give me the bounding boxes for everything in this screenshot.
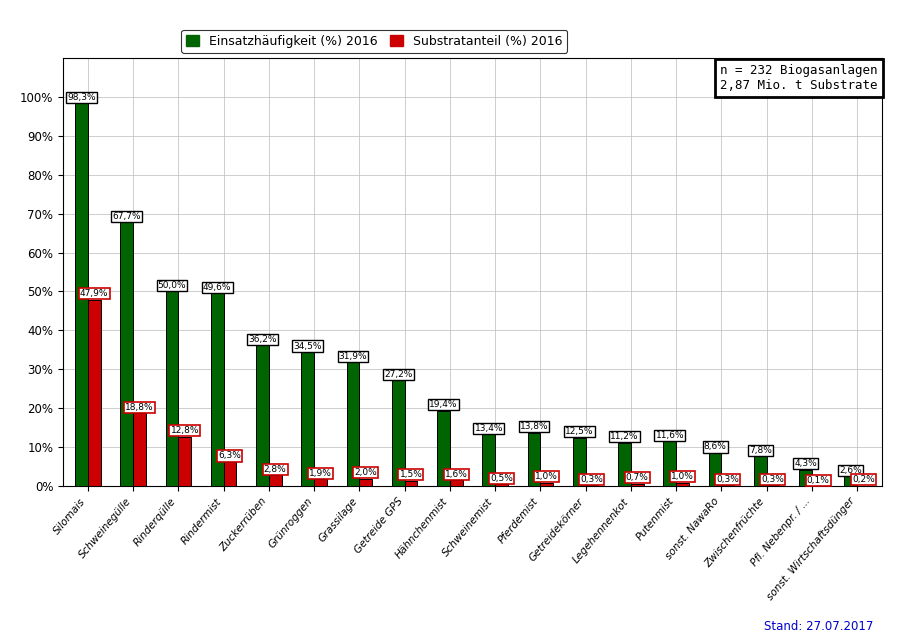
Bar [76, 103, 88, 486]
Text: 18,8%: 18,8% [125, 403, 154, 412]
Text: 67,7%: 67,7% [112, 212, 141, 221]
Bar [450, 480, 463, 486]
Text: 1,6%: 1,6% [445, 470, 468, 479]
Text: 2,8%: 2,8% [264, 465, 286, 474]
Text: 6,3%: 6,3% [219, 451, 241, 460]
Text: 11,2%: 11,2% [610, 433, 639, 442]
Bar [88, 300, 101, 486]
Bar [405, 481, 418, 486]
Bar [708, 453, 722, 486]
Bar [223, 462, 237, 486]
Bar [527, 433, 540, 486]
Bar [586, 485, 598, 486]
Text: 19,4%: 19,4% [429, 401, 458, 410]
Bar [437, 411, 450, 486]
Text: 27,2%: 27,2% [384, 370, 412, 379]
Bar [618, 443, 631, 486]
Text: 49,6%: 49,6% [203, 283, 231, 292]
Text: 31,9%: 31,9% [338, 351, 367, 361]
Bar [722, 485, 734, 486]
Text: 34,5%: 34,5% [293, 342, 322, 351]
Text: Stand: 27.07.2017: Stand: 27.07.2017 [763, 620, 873, 634]
Text: 0,5%: 0,5% [490, 474, 513, 483]
Text: 2,0%: 2,0% [355, 468, 377, 477]
Legend: Einsatzhäufigkeit (%) 2016, Substratanteil (%) 2016: Einsatzhäufigkeit (%) 2016, Substratante… [182, 29, 567, 52]
Bar [346, 362, 359, 486]
Bar [676, 483, 688, 486]
Text: 36,2%: 36,2% [248, 335, 277, 344]
Bar [166, 291, 178, 486]
Bar [302, 352, 314, 486]
Text: 1,0%: 1,0% [536, 472, 558, 481]
Bar [631, 484, 644, 486]
Bar [540, 483, 553, 486]
Bar [767, 485, 779, 486]
Text: 50,0%: 50,0% [158, 281, 186, 290]
Text: 11,6%: 11,6% [655, 431, 684, 440]
Bar [799, 470, 812, 486]
Text: 0,3%: 0,3% [716, 475, 739, 484]
Bar [573, 438, 586, 486]
Text: 13,4%: 13,4% [474, 424, 503, 433]
Text: 7,8%: 7,8% [749, 445, 771, 454]
Bar [133, 413, 146, 486]
Text: 98,3%: 98,3% [68, 93, 96, 102]
Text: 2,6%: 2,6% [840, 466, 862, 475]
Bar [314, 479, 327, 486]
Text: 1,9%: 1,9% [309, 468, 332, 477]
Text: 0,3%: 0,3% [580, 475, 603, 484]
Bar [256, 346, 269, 486]
Bar [663, 441, 676, 486]
Bar [121, 223, 133, 486]
Text: 8,6%: 8,6% [704, 442, 726, 451]
Bar [359, 479, 372, 486]
Text: 12,5%: 12,5% [565, 428, 593, 436]
Bar [392, 380, 405, 486]
Bar [482, 434, 495, 486]
Bar [844, 476, 857, 486]
Text: 4,3%: 4,3% [794, 460, 817, 468]
Bar [495, 484, 508, 486]
Text: 1,0%: 1,0% [671, 472, 694, 481]
Text: n = 232 Biogasanlagen
2,87 Mio. t Substrate: n = 232 Biogasanlagen 2,87 Mio. t Substr… [720, 64, 878, 92]
Text: 1,5%: 1,5% [400, 470, 422, 479]
Text: 0,3%: 0,3% [761, 475, 785, 484]
Text: 0,2%: 0,2% [852, 476, 875, 484]
Text: 47,9%: 47,9% [80, 289, 109, 298]
Bar [211, 293, 223, 486]
Text: 0,7%: 0,7% [626, 474, 649, 483]
Text: 12,8%: 12,8% [170, 426, 199, 435]
Bar [754, 456, 767, 486]
Text: 0,1%: 0,1% [806, 476, 830, 484]
Bar [269, 476, 282, 486]
Text: 13,8%: 13,8% [519, 422, 548, 431]
Bar [178, 436, 191, 486]
